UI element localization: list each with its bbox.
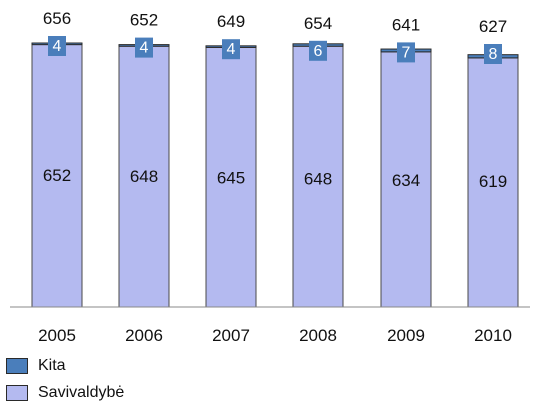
x-tick-label-2010: 2010 [474, 326, 512, 345]
x-tick-label-2005: 2005 [38, 326, 76, 345]
data-label-box-kita-2008 [309, 40, 327, 61]
data-label-total-2010: 627 [479, 17, 507, 36]
labels-layer: 4 656 652 2005 4 652 648 2006 4 649 645 2007 6 654 648… [38, 9, 512, 345]
x-tick-label-2008: 2008 [299, 326, 337, 345]
data-label-kita-2009: 7 [402, 44, 411, 61]
stacked-bar-chart: 4 656 652 2005 4 652 648 2006 4 649 645 2007 6 654 648… [10, 9, 530, 345]
legend-label-kita: Kita [38, 356, 66, 374]
data-label-savivaldybe-2010: 619 [479, 172, 507, 191]
legend-swatch-savivaldybe [6, 384, 28, 401]
data-label-box-kita-2005 [48, 36, 66, 56]
bar-segment-savivaldybe-2005 [31, 44, 83, 308]
data-label-kita-2006: 4 [140, 40, 149, 57]
x-tick-label-2007: 2007 [212, 326, 250, 345]
legend: Kita Savivaldybė [6, 352, 124, 406]
bar-segment-savivaldybe-2007 [205, 46, 257, 308]
data-label-savivaldybe-2005: 652 [43, 166, 71, 185]
data-label-kita-2010: 8 [489, 46, 498, 63]
data-label-box-kita-2006 [135, 37, 153, 58]
data-label-kita-2007: 4 [227, 41, 236, 58]
data-label-total-2005: 656 [43, 9, 71, 28]
data-label-total-2008: 654 [304, 14, 332, 33]
data-label-savivaldybe-2009: 634 [392, 171, 420, 190]
data-label-box-kita-2009 [397, 42, 415, 63]
bars-layer [31, 42, 519, 308]
data-label-savivaldybe-2007: 645 [217, 168, 245, 187]
legend-item-savivaldybe: Savivaldybė [6, 379, 124, 406]
data-label-savivaldybe-2008: 648 [304, 170, 332, 189]
data-label-total-2006: 652 [130, 11, 158, 30]
x-tick-label-2009: 2009 [387, 326, 425, 345]
legend-item-kita: Kita [6, 352, 124, 379]
data-label-total-2009: 641 [392, 15, 420, 34]
data-label-box-kita-2010 [484, 44, 502, 64]
data-label-kita-2008: 6 [314, 43, 323, 60]
data-label-kita-2005: 4 [53, 38, 62, 55]
bar-segment-savivaldybe-2010 [467, 57, 519, 308]
data-label-savivaldybe-2006: 648 [130, 167, 158, 186]
bar-segment-savivaldybe-2009 [380, 51, 432, 308]
legend-swatch-kita [6, 357, 28, 374]
data-label-total-2007: 649 [217, 12, 245, 31]
legend-label-savivaldybe: Savivaldybė [38, 383, 125, 401]
data-label-box-kita-2007 [222, 39, 240, 60]
x-tick-label-2006: 2006 [125, 326, 163, 345]
